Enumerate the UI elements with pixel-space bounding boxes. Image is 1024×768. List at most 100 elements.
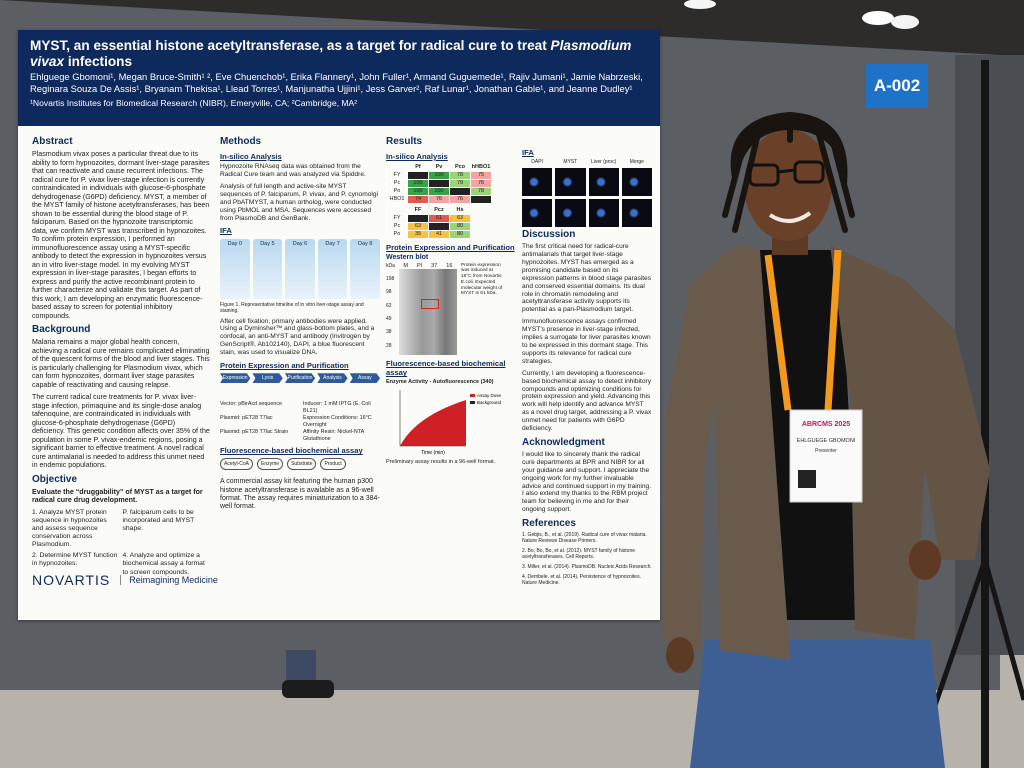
protein-steps: Expression Lysis Purification Analysis A… <box>220 373 381 384</box>
table-cell <box>470 195 492 205</box>
subheading: IFA <box>522 148 534 157</box>
timeline-step: Day 5 <box>252 238 283 299</box>
loc <box>732 122 763 233</box>
marker-labels: kDa 198 98 62 49 38 28 <box>386 263 395 349</box>
image-label: Merge <box>629 159 644 166</box>
legend-swatch <box>470 394 475 398</box>
paragraph: The first critical need for radical-cure… <box>522 243 652 314</box>
column: Abstract Plasmodium vivax poses a partic… <box>32 134 210 577</box>
western-blot: kDa 198 98 62 49 38 28 M PI 37 16 <box>386 263 516 356</box>
lanyard <box>764 254 792 411</box>
marker: 49 <box>386 315 392 322</box>
identity-table: FF Pcz Hs FY 61 63 Pc 63 80 Po 35 41 80 <box>386 206 471 240</box>
step: Analysis <box>317 373 348 384</box>
marker: 38 <box>386 329 392 336</box>
badge-role: Presenter <box>815 448 837 454</box>
band-box <box>420 299 439 310</box>
lens <box>793 160 825 184</box>
hand <box>909 540 941 580</box>
authors: Ehlguege Gbomoni¹, Megan Bruce-Smith¹ ²,… <box>30 71 643 94</box>
section-heading: Acknowledgment <box>522 436 605 448</box>
logo-tagline: Reimagining Medicine <box>120 575 218 585</box>
paragraph: Plasmodium vivax poses a particular thre… <box>32 150 210 320</box>
timeline-step: Day 8 <box>350 238 380 299</box>
light <box>684 0 716 9</box>
poster-title: MYST, an essential histone acetyltransfe… <box>30 38 650 69</box>
section-heading: Objective <box>32 473 78 485</box>
objective-item: 2. Determine MYST function in hypnozoite… <box>32 552 118 568</box>
jeans <box>690 640 945 768</box>
detail: Plasmid: pET28 T7lac <box>220 415 273 422</box>
paragraph: After cell fixation, primary antibodies … <box>220 317 375 357</box>
section-heading: Discussion <box>522 229 576 241</box>
table-row: Po 35 41 80 <box>386 230 471 240</box>
loc <box>827 127 855 218</box>
marker: 98 <box>386 289 392 296</box>
light <box>862 11 894 25</box>
objective-item: 4. Analyze and optimize a biochemical as… <box>122 552 205 576</box>
objective-item: 1. Analyze MYST protein sequence in hypn… <box>32 508 107 549</box>
subheading: In-silico Analysis <box>220 152 282 161</box>
detail: Affinity Resin: Nickel-NTA Glutathione <box>303 429 364 442</box>
subheading: Fluorescence-based biochemical assay <box>386 359 506 378</box>
lens <box>748 163 780 187</box>
poster: MYST, an essential histone acetyltransfe… <box>18 30 660 620</box>
flow-box: Substrate <box>287 458 317 471</box>
loc <box>812 117 848 233</box>
timeline-step: Day 0 <box>220 238 250 299</box>
assay-area <box>400 400 466 447</box>
section-heading: Background <box>32 324 91 335</box>
subheading: Protein Expression and Purification <box>220 361 349 371</box>
legend-swatch <box>470 401 475 405</box>
unit: kDa <box>386 262 395 269</box>
legend-label: Assay Dose <box>477 393 502 398</box>
plot-title: Enzyme Activity - Autofluorescence (340) <box>386 379 494 386</box>
poster-header: MYST, an essential histone acetyltransfe… <box>18 30 660 126</box>
image-label: Liver (proc) <box>590 159 617 166</box>
reference: 2. Bo, Bo, Bo, et al. (2012). MYST famil… <box>522 548 636 561</box>
marker: 62 <box>386 302 392 309</box>
title-end: infections <box>67 53 133 69</box>
detail: Inducer: 1 mM IPTG (E. Coli BL21) <box>303 401 371 414</box>
poster-footer: NOVARTIS Reimagining Medicine <box>32 572 218 588</box>
micrograph <box>555 199 586 228</box>
stand <box>927 559 988 721</box>
image-label: DAPI <box>531 159 543 166</box>
step: Expression <box>220 373 251 384</box>
gel <box>398 269 457 356</box>
subheading: In-silico Analysis <box>386 152 448 161</box>
micrograph <box>555 168 586 197</box>
step: Lysis <box>252 373 283 384</box>
paragraph: Analysis of full length and active-site … <box>220 182 378 222</box>
assay-plot: Assay Dose Background Time (min) <box>399 390 502 456</box>
protein-details: Vector: pBirAcd sequence Inducer: 1 mM I… <box>220 401 380 442</box>
flow-box: Product <box>320 458 346 471</box>
reference: 3. Miller, et al. (2014). PlasmoDB. Nucl… <box>522 564 652 571</box>
caption: Figure 1. Representative timeline of in … <box>220 301 364 314</box>
detail: Vector: pBirAcd sequence <box>220 401 283 408</box>
image-label: MYST <box>563 159 578 166</box>
timeline-step: Day 7 <box>317 238 348 299</box>
flow-box: Enzyme <box>257 458 284 471</box>
qr-code <box>798 470 816 488</box>
assay-flow: Acetyl-CoA Enzyme Substrate Product <box>220 458 380 471</box>
section-heading: Abstract <box>32 136 73 147</box>
paragraph: The current radical cure treatments for … <box>32 393 210 469</box>
detail: Expression Conditions: 16°C Overnight <box>303 415 372 428</box>
lane-labels: M PI 37 16 <box>399 263 457 270</box>
objective-item: P. falciparum cells to be incorporated a… <box>122 508 195 532</box>
light <box>891 15 919 29</box>
paragraph: A commercial assay kit featuring the hum… <box>220 478 380 511</box>
micrograph <box>522 168 553 197</box>
paragraph: Malaria remains a major global health co… <box>32 338 210 389</box>
jacket-left <box>662 245 790 660</box>
table-row: Pc 63 80 <box>386 222 471 232</box>
smile <box>768 211 812 223</box>
paragraph: I would like to sincerely thank the radi… <box>522 450 652 514</box>
section-heading: Methods <box>220 136 262 147</box>
step: Assay <box>349 373 381 384</box>
subheading: Fluorescence-based biochemical assay <box>220 446 363 456</box>
table-cell: 80 <box>449 230 471 240</box>
